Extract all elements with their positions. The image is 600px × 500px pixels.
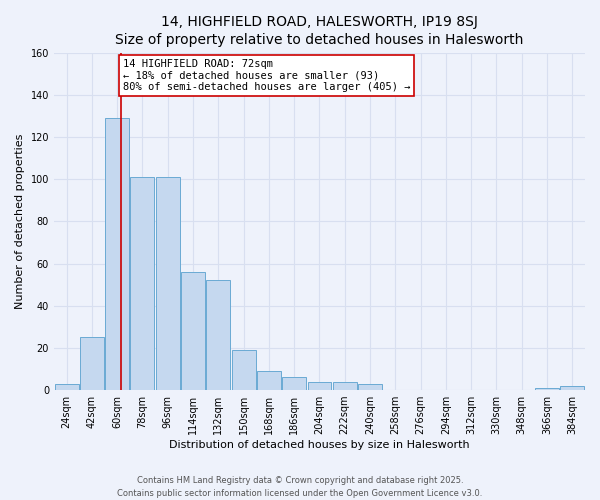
Bar <box>181 272 205 390</box>
Bar <box>232 350 256 390</box>
Title: 14, HIGHFIELD ROAD, HALESWORTH, IP19 8SJ
Size of property relative to detached h: 14, HIGHFIELD ROAD, HALESWORTH, IP19 8SJ… <box>115 15 524 48</box>
Bar <box>105 118 129 390</box>
Text: Contains HM Land Registry data © Crown copyright and database right 2025.
Contai: Contains HM Land Registry data © Crown c… <box>118 476 482 498</box>
Y-axis label: Number of detached properties: Number of detached properties <box>15 134 25 309</box>
Bar <box>206 280 230 390</box>
Bar <box>333 382 356 390</box>
Bar <box>358 384 382 390</box>
Bar <box>257 371 281 390</box>
Bar <box>535 388 559 390</box>
Bar <box>308 382 331 390</box>
Bar <box>156 177 179 390</box>
X-axis label: Distribution of detached houses by size in Halesworth: Distribution of detached houses by size … <box>169 440 470 450</box>
Bar <box>282 378 306 390</box>
Text: 14 HIGHFIELD ROAD: 72sqm
← 18% of detached houses are smaller (93)
80% of semi-d: 14 HIGHFIELD ROAD: 72sqm ← 18% of detach… <box>123 59 410 92</box>
Bar <box>55 384 79 390</box>
Bar <box>80 338 104 390</box>
Bar <box>560 386 584 390</box>
Bar <box>130 177 154 390</box>
